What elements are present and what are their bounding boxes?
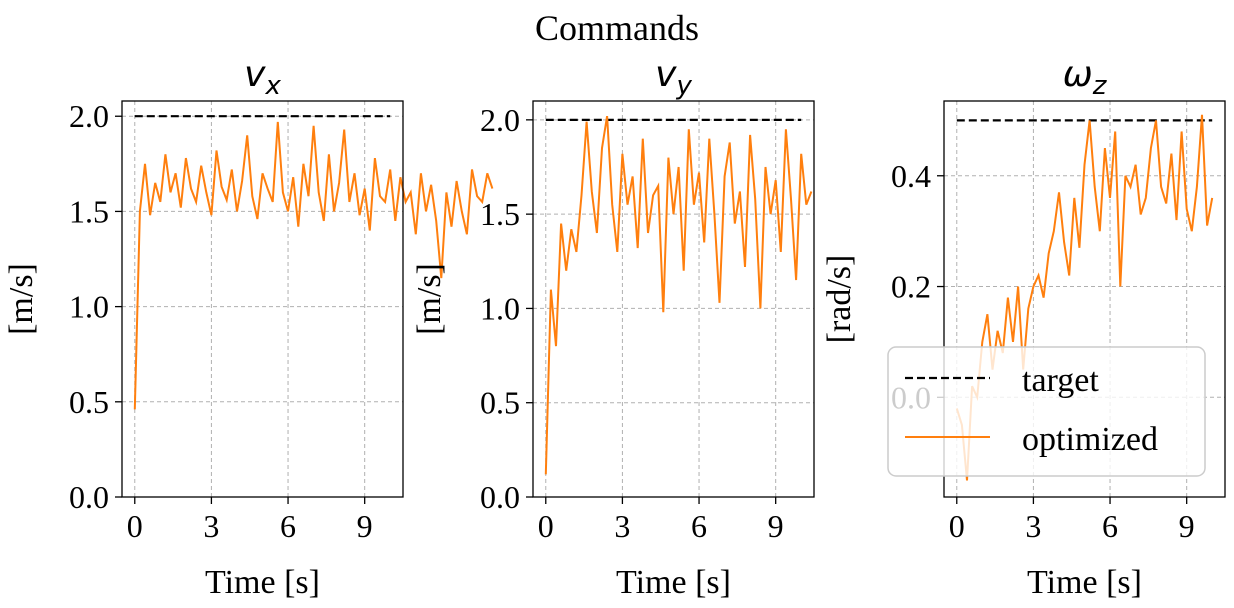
- legend-label-optimized: optimized: [1022, 421, 1158, 458]
- x-tick-label: 3: [203, 508, 219, 544]
- x-tick-label: 9: [1179, 508, 1195, 544]
- panel-2: 0 3 6 9 0.0 0.5 1.0 1.5 2.0 Time [s] [m/s] vy: [411, 54, 815, 601]
- y-axis-label: [m/s]: [3, 263, 40, 335]
- panel-title-main: ω: [1063, 54, 1093, 95]
- y-tick-label: 0.0: [480, 479, 520, 515]
- panel-1: 0 3 6 9 0.0 0.5 1.0 1.5 2.0 Time [s] [m/s] vx: [3, 54, 494, 601]
- x-tick-label: 0: [127, 508, 143, 544]
- panel-title-main: v: [655, 54, 677, 95]
- y-tick-label: 0.0: [69, 479, 109, 515]
- axes-frame: [532, 100, 815, 498]
- x-axis-label: Time [s]: [205, 564, 320, 601]
- legend-box: [887, 346, 1206, 477]
- y-tick-label: 0.2: [891, 269, 931, 305]
- y-tick-label: 0.5: [480, 385, 520, 421]
- x-tick-label: 9: [357, 508, 373, 544]
- y-tick-label: 1.0: [480, 290, 520, 326]
- x-tick-label: 9: [768, 508, 784, 544]
- y-tick-label: 0.4: [891, 158, 931, 194]
- panel-title-subscript: x: [264, 71, 281, 101]
- x-tick-label: 3: [614, 508, 630, 544]
- axes-frame: [943, 100, 1226, 498]
- x-tick-label: 6: [1102, 508, 1118, 544]
- x-axis-label: Time [s]: [616, 564, 731, 601]
- y-tick-label: 1.5: [69, 193, 109, 229]
- panel-title: vy: [655, 54, 692, 101]
- y-axis-label: [m/s]: [411, 263, 448, 335]
- panel-title-main: v: [244, 54, 266, 95]
- panel-title: ωz: [1063, 54, 1108, 101]
- x-tick-label: 6: [280, 508, 296, 544]
- x-axis-label: Time [s]: [1027, 564, 1142, 601]
- y-tick-label: 0.5: [69, 384, 109, 420]
- x-tick-label: 6: [691, 508, 707, 544]
- grid: [533, 101, 814, 498]
- panel-title-subscript: z: [1092, 71, 1108, 101]
- x-tick-label: 3: [1025, 508, 1041, 544]
- panel-title-subscript: y: [675, 71, 692, 101]
- y-tick-label: 1.0: [69, 289, 109, 325]
- y-tick-label: 2.0: [69, 98, 109, 134]
- y-tick-label: 2.0: [480, 102, 520, 138]
- axes-frame: [121, 100, 404, 498]
- figure-title: Commands: [535, 8, 699, 48]
- y-tick-label: 1.5: [480, 196, 520, 232]
- x-tick-label: 0: [538, 508, 554, 544]
- legend: target optimized: [887, 346, 1206, 477]
- y-axis-label: [rad/s]: [821, 255, 858, 344]
- panel-title: vx: [244, 54, 281, 101]
- series-optimized: [955, 114, 1214, 481]
- series-optimized: [133, 121, 494, 410]
- x-tick-label: 0: [949, 508, 965, 544]
- legend-label-target: target: [1022, 362, 1099, 399]
- series-optimized: [544, 115, 813, 475]
